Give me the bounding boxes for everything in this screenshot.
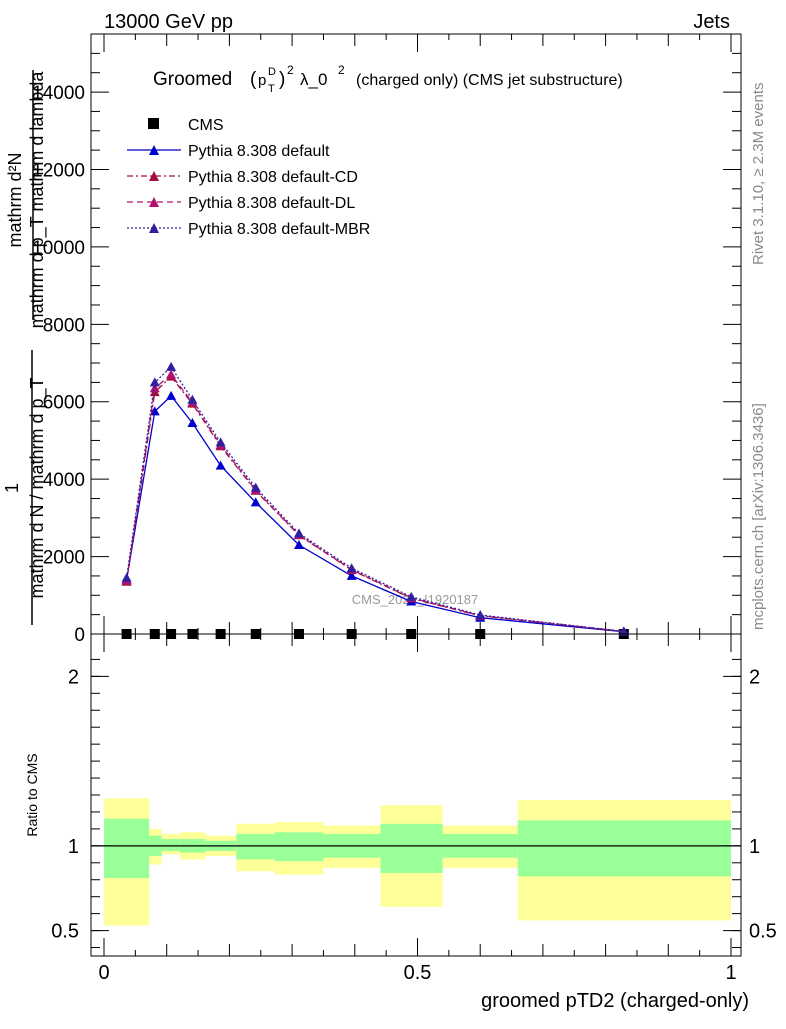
ratio-panel: 0.5 0.5 1 1 2 2 0 0.5 1 (51, 633, 777, 984)
x-tick-label: 0.5 (404, 962, 432, 984)
series-point-1 (293, 539, 304, 549)
series-point-1 (166, 390, 177, 400)
series-line-3 (125, 373, 624, 633)
series-point-4 (293, 528, 304, 538)
series-point-3 (166, 369, 177, 379)
series-point-4 (215, 437, 226, 447)
mcplots-label: mcplots.cern.ch [arXiv:1306.3436] (750, 403, 767, 630)
ratio-y-tick-label-right: 2 (749, 666, 760, 688)
legend-marker-4 (149, 223, 159, 233)
plot-title: Groomed ( p D T ) 2 λ_0 2 (charged only)… (153, 63, 623, 95)
title-p: p (258, 72, 266, 89)
series-point-1 (250, 497, 261, 507)
ratio-ylabel: Ratio to CMS (24, 753, 40, 836)
title-lambda-sup: 2 (338, 63, 345, 77)
title-paren-open: ( (250, 69, 257, 90)
legend-label-1: Pythia 8.308 default (188, 143, 330, 160)
y-tick-label: 6000 (43, 393, 85, 414)
y-tick-label: 14000 (32, 83, 85, 104)
series-point-4 (250, 482, 261, 492)
title-lambda: λ_0 (300, 70, 327, 89)
title-paren-close: ) (279, 69, 285, 90)
uncertainty-band-inner (274, 832, 324, 862)
y-tick-label: 8000 (43, 315, 85, 336)
series-point-4 (406, 591, 417, 601)
series-point-4 (346, 563, 357, 573)
ratio-y-tick-label: 1 (68, 836, 79, 858)
title-tail: (charged only) (CMS jet substructure) (356, 72, 623, 89)
title-p-sup: D (268, 66, 276, 78)
series-point-4 (618, 626, 629, 636)
series-line-2 (125, 375, 624, 633)
y-tick-label: 10000 (32, 238, 85, 259)
series-point-4 (149, 377, 160, 387)
jets-label: Jets (693, 11, 730, 33)
x-tick-label: 0 (98, 962, 109, 984)
series-point-3 (149, 383, 160, 393)
series-point-4 (166, 361, 177, 371)
legend-label-3: Pythia 8.308 default-DL (188, 195, 355, 212)
ratio-bands (104, 798, 731, 926)
y-tick-label: 0 (74, 625, 85, 646)
ylabel-line-4: mathrm d N / mathrm d p_T (27, 377, 48, 598)
y-tick-label: 12000 (32, 160, 85, 181)
series-point-1 (187, 418, 198, 428)
ratio-y-tick-label: 2 (68, 666, 79, 688)
uncertainty-band-inner (517, 820, 731, 877)
main-ylabel: mathrm d²N mathrm d p_T mathrm d lambda … (2, 70, 48, 625)
ylabel-line-2: mathrm d p_T mathrm d lambda (27, 71, 48, 329)
rivet-version-label: Rivet 3.1.10, ≥ 2.3M events (750, 83, 767, 266)
x-axis-label: groomed pTD2 (charged-only) (481, 990, 749, 1012)
ratio-y-tick-label: 0.5 (51, 921, 79, 943)
ratio-y-tick-label-right: 0.5 (749, 921, 777, 943)
title-groomed: Groomed (153, 69, 232, 90)
uncertainty-band-inner (236, 833, 275, 860)
legend-marker-cms (148, 118, 159, 129)
series-point-1 (215, 460, 226, 470)
x-tick-label: 1 (725, 962, 736, 984)
legend: CMS Pythia 8.308 default Pythia 8.308 defa… (127, 117, 370, 238)
uncertainty-band-inner (380, 823, 443, 873)
series-point-1 (346, 570, 357, 580)
ylabel-line-3: 1 (2, 483, 22, 493)
series-line-4 (125, 365, 624, 633)
ratio-y-tick-label-right: 1 (749, 836, 760, 858)
y-tick-label: 2000 (43, 548, 85, 569)
series-layer (121, 361, 629, 639)
title-p-sub: T (268, 83, 275, 95)
title-square: 2 (287, 63, 294, 77)
main-panel: 0 2000 4000 6000 8000 10000 12000 14000 (32, 33, 742, 646)
legend-marker-3 (149, 197, 159, 207)
y-tick-label: 4000 (43, 470, 85, 491)
uncertainty-band-inner (161, 839, 180, 851)
legend-label-0: CMS (188, 117, 224, 134)
series-point-4 (475, 610, 486, 620)
legend-marker-2 (149, 171, 159, 181)
series-point-4 (187, 394, 198, 404)
legend-marker-1 (149, 145, 159, 155)
uncertainty-band-inner (104, 818, 150, 879)
ylabel-line-1: mathrm d²N (5, 152, 25, 247)
energy-label: 13000 GeV pp (104, 11, 233, 33)
legend-label-2: Pythia 8.308 default-CD (188, 169, 358, 186)
legend-label-4: Pythia 8.308 default-MBR (188, 221, 370, 238)
series-point-4 (121, 572, 132, 582)
